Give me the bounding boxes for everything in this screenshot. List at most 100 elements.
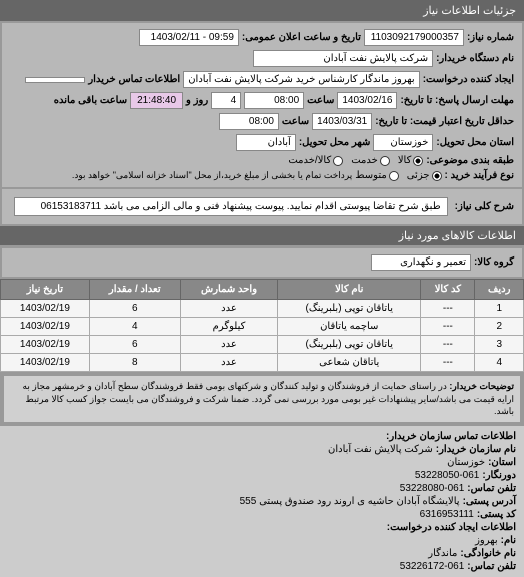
requester-value: بهروز ماندگار کارشناس خرید شرکت پالایش ن…	[183, 71, 420, 88]
deadline-send-row: مهلت ارسال پاسخ: تا تاریخ: 1403/02/16 سا…	[6, 90, 518, 111]
validity-time: 08:00	[219, 113, 279, 130]
delivery-province-value: خوزستان	[373, 134, 433, 151]
td-code: ---	[421, 336, 475, 354]
radio-goods-service-label: کالا/خدمت	[288, 155, 331, 166]
contact-phone-row: تلفن تماس: 53228080-061	[8, 482, 516, 495]
td-name: یاتاقان توپی (بلبرینگ)	[278, 300, 421, 318]
contact-title-row: اطلاعات تماس سازمان خریدار:	[8, 430, 516, 443]
radio-medium-circle	[389, 171, 399, 181]
table-header-row: ردیف کد کالا نام کالا واحد شمارش تعداد /…	[1, 280, 524, 300]
table-row: 2 --- ساچمه یاتاقان کیلوگرم 4 1403/02/19	[1, 318, 524, 336]
th-name: نام کالا	[278, 280, 421, 300]
purchase-type-radio-group: جزئی متوسط	[355, 170, 441, 181]
requester-name-label: نام:	[501, 535, 516, 546]
contact-postal-value: 6316953111	[420, 509, 474, 520]
radio-service[interactable]: خدمت	[351, 155, 390, 166]
buyer-note-box: توضیحات خریدار: در راستای حمایت از فروشن…	[3, 375, 521, 423]
buyer-note-label: توضیحات خریدار:	[449, 381, 514, 391]
purchase-type-row: نوع فرآیند خرید : جزئی متوسط پرداخت تمام…	[6, 168, 518, 183]
remaining-label: ساعت باقی مانده	[54, 95, 127, 106]
request-info-section: شماره نیاز: 1103092179000357 تاریخ و ساع…	[2, 23, 522, 187]
time-label-1: ساعت	[307, 95, 334, 106]
category-label: طبقه بندی موضوعی:	[426, 155, 514, 166]
category-row: طبقه بندی موضوعی: کالا خدمت کالا/خدمت	[6, 153, 518, 168]
radio-minor-circle	[432, 171, 442, 181]
requester-row: ایجاد کننده درخواست: بهروز ماندگار کارشن…	[6, 69, 518, 90]
delivery-province-label: استان محل تحویل:	[436, 137, 514, 148]
td-unit: کیلوگرم	[180, 318, 277, 336]
td-date: 1403/02/19	[1, 336, 90, 354]
contact-address-label: آدرس پستی:	[463, 496, 516, 507]
contact-title: اطلاعات تماس سازمان خریدار:	[386, 431, 516, 442]
requester-title-row: اطلاعات ایجاد کننده درخواست:	[8, 521, 516, 534]
page-title: جزئیات اطلاعات نیاز	[423, 5, 516, 17]
category-radio-group: کالا خدمت کالا/خدمت	[288, 155, 423, 166]
contact-org-label: نام سازمان خریدار:	[436, 444, 516, 455]
delivery-row: استان محل تحویل: خوزستان شهر محل تحویل: …	[6, 132, 518, 153]
request-number-row: شماره نیاز: 1103092179000357 تاریخ و ساع…	[6, 27, 518, 48]
contact-postal-row: کد پستی: 6316953111	[8, 508, 516, 521]
radio-goods-service[interactable]: کالا/خدمت	[288, 155, 343, 166]
td-code: ---	[421, 318, 475, 336]
td-row: 4	[475, 354, 524, 372]
radio-goods-service-circle	[333, 156, 343, 166]
contact-address-row: آدرس پستی: پالایشگاه آبادان حاشیه ی ارون…	[8, 495, 516, 508]
td-code: ---	[421, 354, 475, 372]
remaining-time: 21:48:40	[130, 92, 183, 109]
td-name: یاتاقان توپی (بلبرینگ)	[278, 336, 421, 354]
purchase-type-label: نوع فرآیند خرید :	[445, 170, 514, 181]
th-code: کد کالا	[421, 280, 475, 300]
td-row: 1	[475, 300, 524, 318]
table-body: 1 --- یاتاقان توپی (بلبرینگ) عدد 6 1403/…	[1, 300, 524, 372]
requester-name-row: نام: بهروز	[8, 534, 516, 547]
goods-group-row: گروه کالا: تعمیر و نگهداری	[6, 252, 518, 273]
time-label-2: ساعت	[282, 116, 309, 127]
radio-goods[interactable]: کالا	[398, 155, 424, 166]
td-date: 1403/02/19	[1, 318, 90, 336]
td-row: 3	[475, 336, 524, 354]
validity-label: حداقل تاریخ اعتبار قیمت: تا تاریخ:	[375, 116, 514, 127]
td-quantity: 8	[89, 354, 180, 372]
contact-org-value: شرکت پالایش نفت آبادان	[328, 444, 433, 455]
contact-province-label: استان:	[488, 457, 516, 468]
td-name: یاتاقان شعاعی	[278, 354, 421, 372]
contact-fax-row: دورنگار: 53228050-061	[8, 469, 516, 482]
radio-goods-circle	[413, 156, 423, 166]
requester-title: اطلاعات ایجاد کننده درخواست:	[387, 522, 516, 533]
contact-info-label: اطلاعات تماس خریدار	[88, 74, 180, 85]
contact-phone-label: تلفن تماس:	[467, 483, 516, 494]
td-unit: عدد	[180, 354, 277, 372]
buyer-org-row: نام دستگاه خریدار: شرکت پالایش نفت آبادا…	[6, 48, 518, 69]
table-row: 3 --- یاتاقان توپی (بلبرینگ) عدد 6 1403/…	[1, 336, 524, 354]
table-row: 4 --- یاتاقان شعاعی عدد 8 1403/02/19	[1, 354, 524, 372]
requester-lastname-label: نام خانوادگی:	[460, 548, 516, 559]
td-quantity: 6	[89, 336, 180, 354]
requester-name-value: بهروز	[475, 535, 498, 546]
goods-group-label: گروه کالا:	[474, 257, 514, 268]
radio-medium[interactable]: متوسط	[355, 170, 398, 181]
goods-group-section: گروه کالا: تعمیر و نگهداری	[2, 248, 522, 277]
contact-province-row: استان: خوزستان	[8, 456, 516, 469]
td-date: 1403/02/19	[1, 300, 90, 318]
radio-minor[interactable]: جزئی	[407, 170, 442, 181]
radio-goods-label: کالا	[398, 155, 412, 166]
requester-lastname-value: ماندگار	[428, 548, 457, 559]
th-row: ردیف	[475, 280, 524, 300]
th-date: تاریخ نیاز	[1, 280, 90, 300]
buyer-org-label: نام دستگاه خریدار:	[436, 53, 514, 64]
delivery-city-value: آبادان	[236, 134, 296, 151]
validity-date: 1403/03/31	[312, 113, 372, 130]
payment-note: پرداخت تمام یا بخشی از مبلغ خرید،از محل …	[72, 170, 352, 181]
deadline-send-date: 1403/02/16	[337, 92, 397, 109]
buyer-note-text: در راستای حمایت از فروشندگان و تولید کنن…	[23, 381, 514, 416]
buyer-org-value: شرکت پالایش نفت آبادان	[253, 50, 433, 67]
datetime-value: 09:59 - 1403/02/11	[139, 29, 239, 46]
requester-phone-value: 53226172-061	[400, 561, 465, 572]
contact-org-row: نام سازمان خریدار: شرکت پالایش نفت آبادا…	[8, 443, 516, 456]
goods-group-value: تعمیر و نگهداری	[371, 254, 471, 271]
radio-minor-label: جزئی	[407, 170, 430, 181]
td-code: ---	[421, 300, 475, 318]
contact-fax-label: دورنگار:	[482, 470, 516, 481]
td-name: ساچمه یاتاقان	[278, 318, 421, 336]
requester-phone-label: تلفن تماس:	[467, 561, 516, 572]
